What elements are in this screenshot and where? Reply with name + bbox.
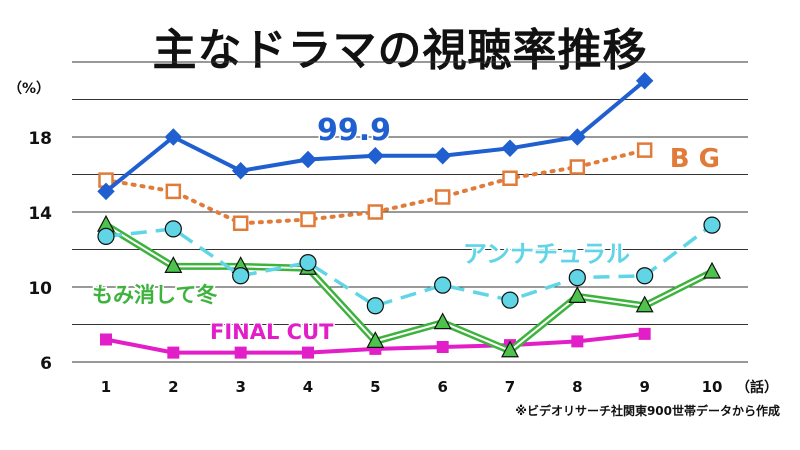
data-point — [703, 261, 721, 279]
data-point — [433, 147, 452, 165]
y-tick-label: 10 — [28, 279, 52, 299]
x-axis-unit: （話） — [736, 379, 778, 396]
data-point — [299, 150, 317, 169]
data-point — [636, 267, 654, 285]
data-point — [636, 142, 653, 158]
data-point — [501, 139, 519, 157]
data-point — [164, 128, 183, 146]
data-point — [501, 291, 519, 309]
series-line — [105, 223, 714, 308]
x-tick-label: 8 — [572, 378, 582, 396]
data-point — [434, 276, 452, 294]
data-point — [366, 147, 385, 165]
data-point — [100, 333, 112, 346]
chart-title: 主なドラマの視聴率推移 — [152, 25, 648, 76]
data-point — [502, 170, 518, 186]
data-point — [501, 340, 519, 358]
data-point — [638, 327, 651, 340]
x-tick-label: 1 — [101, 378, 111, 396]
x-tick-label: 2 — [168, 378, 178, 396]
x-tick-label: 6 — [437, 378, 447, 396]
series — [97, 216, 721, 315]
x-tick-label: 7 — [505, 378, 515, 396]
series — [97, 72, 654, 201]
data-point — [299, 254, 317, 272]
series-label: アンナチュラル — [463, 240, 630, 268]
data-point — [232, 215, 249, 231]
data-point — [165, 183, 182, 200]
y-tick-label: 6 — [40, 354, 52, 374]
series-label: 99.9 — [317, 113, 391, 148]
y-tick-label: 14 — [28, 204, 52, 224]
data-point — [568, 128, 587, 146]
data-point — [568, 286, 587, 303]
data-point — [232, 267, 250, 285]
data-point — [167, 346, 180, 359]
series — [98, 142, 653, 231]
data-point — [703, 216, 721, 234]
data-point — [234, 346, 247, 359]
series-label: B G — [670, 144, 720, 174]
data-point — [571, 335, 584, 348]
data-point — [97, 182, 115, 201]
series-line-inner — [105, 224, 713, 352]
y-axis-unit: （%） — [8, 81, 50, 97]
x-tick-label: 10 — [702, 378, 723, 396]
x-tick-label: 4 — [303, 378, 313, 396]
data-point — [635, 295, 654, 313]
data-point — [300, 211, 316, 228]
data-point — [164, 220, 182, 238]
data-point — [367, 204, 384, 220]
data-point — [433, 312, 452, 330]
data-point — [635, 72, 654, 90]
x-tick-label: 5 — [370, 378, 380, 396]
data-point — [568, 269, 586, 287]
x-tick-label: 9 — [639, 378, 649, 396]
y-tick-label: 18 — [28, 129, 52, 149]
data-point — [302, 346, 314, 359]
series-label: FINAL CUT — [210, 320, 334, 344]
data-point — [366, 297, 384, 315]
data-source-note: ※ビデオリサーチ社関東900世帯データから作成 — [515, 404, 780, 418]
series-label: もみ消して冬 — [92, 283, 217, 307]
data-point — [436, 341, 449, 353]
data-point — [164, 256, 183, 273]
x-tick-label: 3 — [235, 378, 245, 396]
data-point — [569, 159, 586, 175]
data-point — [97, 227, 115, 245]
data-point — [434, 189, 451, 205]
data-point — [231, 162, 250, 180]
data-point — [366, 331, 385, 348]
